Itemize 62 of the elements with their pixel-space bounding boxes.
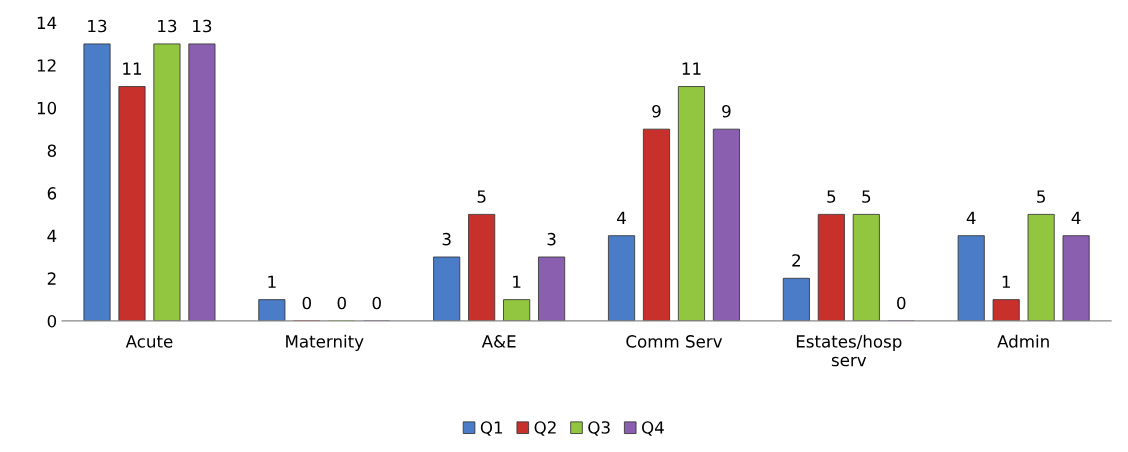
data-label: 2 [792,254,800,267]
data-label: 5 [1037,190,1045,203]
bar [782,277,810,321]
legend-label: Q2 [534,421,556,436]
bar [258,299,286,321]
bar [118,86,146,321]
data-label: 5 [862,190,871,203]
data-label: 11 [123,62,142,75]
data-label: 13 [88,19,107,33]
bar [188,43,216,321]
bar [992,299,1020,321]
y-tick-label: 0 [47,314,57,328]
data-label: 11 [682,62,701,75]
legend-label: Q4 [641,421,664,436]
data-label: 4 [1071,211,1081,224]
data-label: 1 [268,275,276,288]
y-tick-label: 4 [47,229,57,243]
y-tick-label: 12 [37,59,56,72]
bar [712,128,740,321]
x-tick-label: Maternity [286,334,364,351]
y-tick-label: 8 [47,144,57,158]
bar [957,235,985,321]
data-label: 1 [513,275,521,288]
data-label: 4 [966,211,976,224]
bar [608,235,636,321]
data-label: 9 [722,104,731,118]
bar [538,256,566,321]
bar [503,299,531,321]
bar [153,43,181,321]
bar [1062,235,1090,321]
data-label: 5 [827,190,836,203]
data-label: 0 [372,296,381,310]
bar [852,213,880,321]
data-label: 4 [617,211,626,224]
x-tick-label: A&E [481,335,516,348]
data-label: 13 [158,19,177,33]
bar [433,256,461,321]
x-tick-label: Estates/hosp serv [796,334,902,367]
bar [83,43,111,321]
y-tick-label: 10 [37,101,57,115]
y-tick-label: 2 [47,272,56,285]
bar [468,213,496,321]
data-label: 9 [652,104,661,118]
x-tick-label: Acute [125,335,173,348]
bar [642,128,671,321]
data-label: 0 [337,296,346,310]
data-label: 0 [897,296,906,310]
data-label: 3 [442,232,451,246]
bar [677,86,705,321]
data-label: 1 [1002,275,1010,288]
data-label: 13 [193,19,212,33]
y-tick-label: 6 [47,187,57,200]
x-tick-label: Comm Serv [626,335,723,348]
data-label: 0 [302,296,312,310]
bar [1027,213,1055,321]
bar [817,213,845,321]
data-label: 5 [477,190,486,203]
legend-label: Q1 [480,421,503,436]
data-label: 3 [547,232,556,246]
x-tick-label: Admin [997,334,1049,348]
legend-label: Q3 [588,421,610,436]
y-tick-label: 14 [37,16,57,29]
